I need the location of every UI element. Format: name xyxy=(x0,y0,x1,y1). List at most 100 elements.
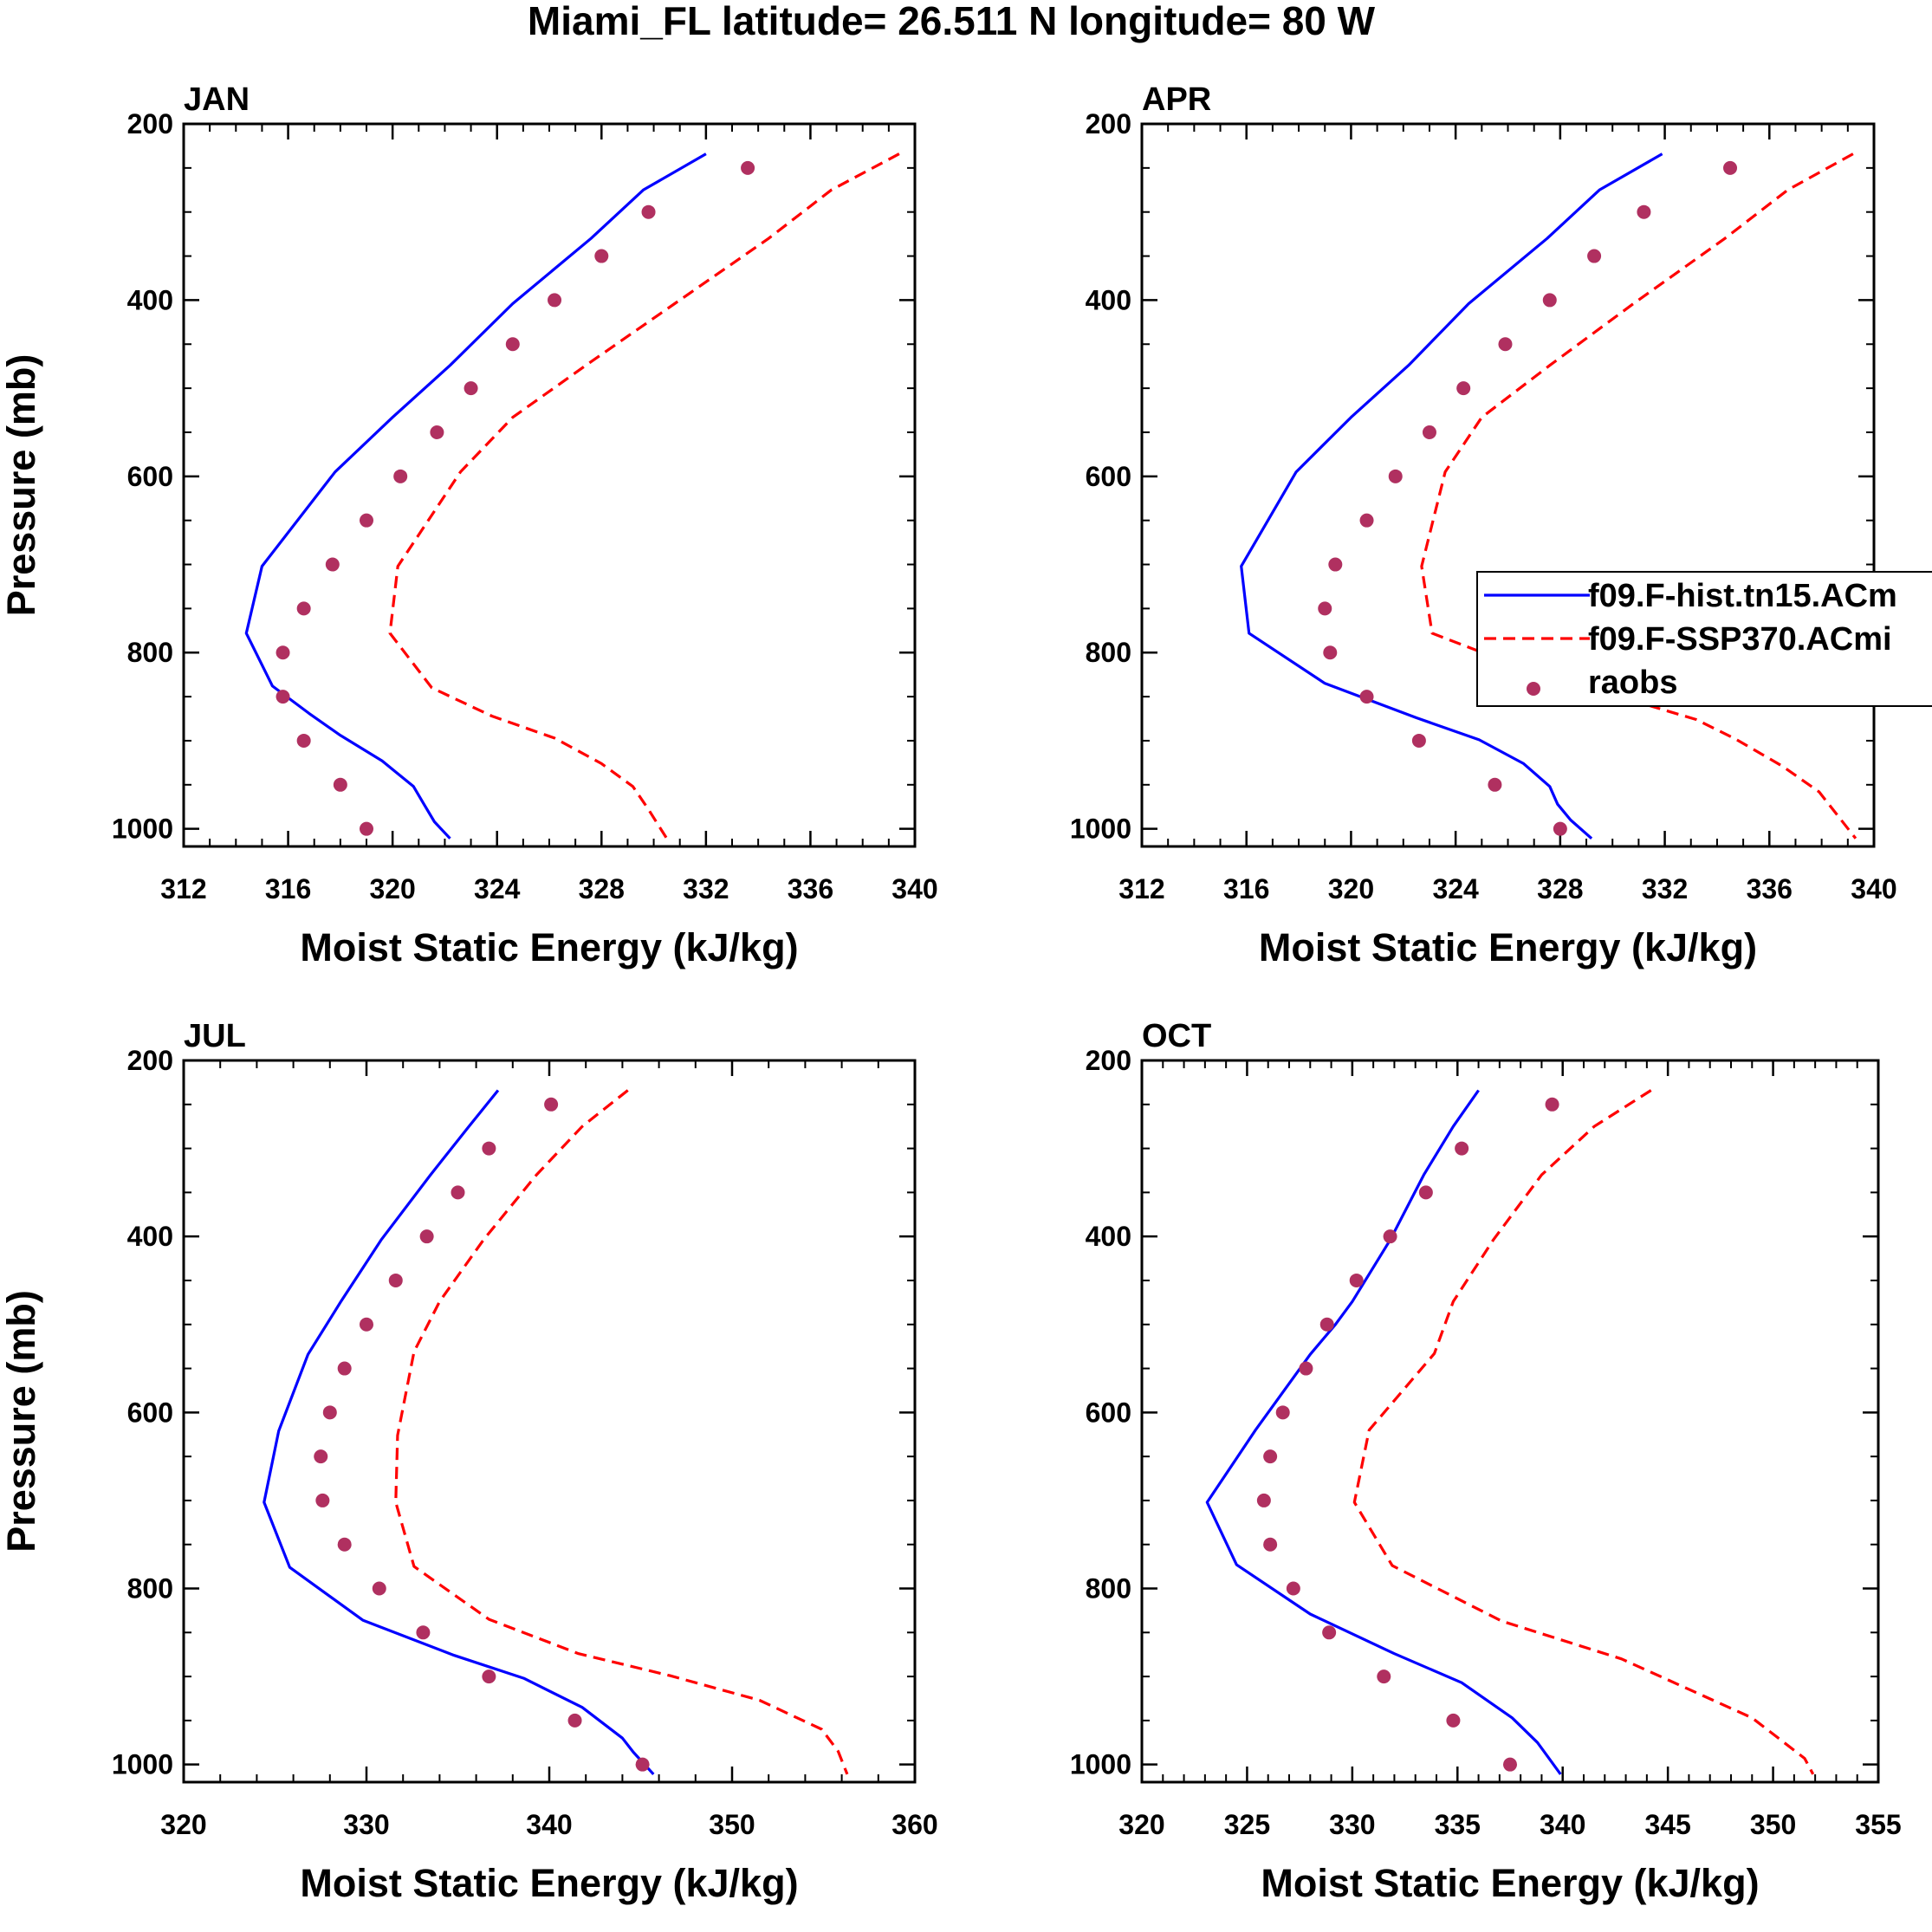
raobs-point xyxy=(416,1625,431,1640)
panel-jan: JAN 312 316 320 324 328 332 336 340 200 400 600 800 1… xyxy=(0,81,938,969)
x-tick-label: 320 xyxy=(1328,873,1374,904)
raobs-point xyxy=(1446,1713,1461,1728)
raobs-point xyxy=(1318,601,1332,616)
x-tick-label: 332 xyxy=(683,873,729,904)
y-axis-label: Pressure (mb) xyxy=(0,1290,43,1553)
raobs-point xyxy=(505,337,520,352)
panel-jul: JUL 320 330 340 350 360 200 400 600 800 1000 Moist … xyxy=(0,1018,938,1905)
raobs-point xyxy=(1383,1229,1397,1244)
y-tick-label: 800 xyxy=(127,637,173,668)
x-tick-label: 360 xyxy=(891,1809,937,1840)
raobs-point xyxy=(388,1273,403,1287)
x-tick-label: 316 xyxy=(265,873,311,904)
y-tick-label: 800 xyxy=(127,1573,173,1605)
x-axis-label: Moist Static Energy (kJ/kg) xyxy=(1259,925,1757,969)
raobs-point xyxy=(1388,469,1403,483)
plot-frame xyxy=(182,1059,917,1784)
raobs-point xyxy=(360,1317,373,1332)
raobs-point xyxy=(1503,1757,1517,1772)
raobs-point xyxy=(1411,733,1426,748)
raobs-point xyxy=(1263,1537,1278,1552)
raobs-point xyxy=(1349,1273,1364,1287)
x-tick-label: 355 xyxy=(1855,1809,1901,1840)
raobs-point xyxy=(594,249,609,263)
raobs-point xyxy=(419,1229,434,1244)
x-tick-label: 328 xyxy=(1537,873,1583,904)
series-line-f09-f-ssp370-acmi xyxy=(1352,1089,1815,1775)
data-layer xyxy=(244,152,900,840)
raobs-point xyxy=(276,690,290,704)
raobs-point xyxy=(1263,1449,1278,1464)
panel-title: JUL xyxy=(184,1018,246,1054)
plot-frame xyxy=(1140,1059,1880,1784)
plot-frame xyxy=(182,122,917,848)
raobs-point xyxy=(482,1141,496,1156)
raobs-point xyxy=(1455,1141,1469,1156)
x-tick-label: 330 xyxy=(1329,1809,1375,1840)
raobs-point xyxy=(1422,425,1436,439)
raobs-point xyxy=(451,1185,465,1200)
raobs-point xyxy=(1498,337,1513,352)
raobs-point xyxy=(296,733,311,748)
x-tick-label: 332 xyxy=(1642,873,1688,904)
raobs-point xyxy=(314,1449,328,1464)
raobs-point xyxy=(464,381,478,396)
y-tick-label: 800 xyxy=(1086,637,1131,668)
panel-title: JAN xyxy=(184,81,250,118)
raobs-point xyxy=(372,1581,386,1596)
y-tick-label: 400 xyxy=(1086,284,1131,315)
raobs-point xyxy=(393,469,408,483)
panel-oct: OCT 320 325 330 335 340 345 350 355 200 400 600 800 1… xyxy=(1070,1018,1902,1905)
legend-label: f09.F-SSP370.ACmi xyxy=(1588,621,1892,658)
y-axis-label: Pressure (mb) xyxy=(0,354,43,617)
raobs-point xyxy=(1456,381,1471,396)
panel-title: APR xyxy=(1142,81,1211,118)
y-tick-label: 400 xyxy=(127,284,173,315)
series-line-f09-f-ssp370-acmi xyxy=(388,152,900,840)
y-tick-label: 200 xyxy=(127,108,173,139)
raobs-point xyxy=(430,425,444,439)
raobs-point xyxy=(1545,1097,1559,1112)
x-tick-label: 330 xyxy=(343,1809,389,1840)
x-tick-label: 312 xyxy=(1118,873,1164,904)
series-line-f09-f-hist-tn15-acm xyxy=(1205,1089,1562,1775)
x-tick-label: 340 xyxy=(1540,1809,1585,1840)
data-layer xyxy=(1240,152,1857,840)
data-layer xyxy=(1205,1089,1815,1775)
y-tick-label: 600 xyxy=(1086,461,1131,492)
raobs-point xyxy=(360,821,373,836)
x-tick-label: 328 xyxy=(579,873,625,904)
x-tick-label: 340 xyxy=(1851,873,1896,904)
series-line-f09-f-hist-tn15-acm xyxy=(1240,152,1663,840)
raobs-point xyxy=(548,293,562,308)
raobs-point xyxy=(337,1537,352,1552)
x-axis-label: Moist Static Energy (kJ/kg) xyxy=(300,925,798,969)
raobs-point xyxy=(482,1669,496,1684)
figure-title: Miami_FL latitude= 26.511 N longitude= 8… xyxy=(528,0,1376,43)
raobs-point xyxy=(1359,513,1374,528)
raobs-point xyxy=(1323,645,1338,660)
raobs-point xyxy=(1488,777,1502,792)
y-tick-label: 600 xyxy=(127,461,173,492)
x-tick-label: 336 xyxy=(788,873,833,904)
raobs-point xyxy=(1587,249,1602,263)
series-line-f09-f-hist-tn15-acm xyxy=(244,152,707,840)
raobs-point xyxy=(276,645,290,660)
y-tick-label: 200 xyxy=(1086,108,1131,139)
series-line-f09-f-ssp370-acmi xyxy=(394,1089,849,1775)
panels: JAN 312 316 320 324 328 332 336 340 200 400 600 800 1… xyxy=(0,81,1932,1905)
x-tick-label: 340 xyxy=(526,1809,572,1840)
raobs-point xyxy=(1322,1625,1337,1640)
raobs-point xyxy=(1418,1185,1433,1200)
panel-title: OCT xyxy=(1142,1018,1211,1054)
raobs-point xyxy=(544,1097,559,1112)
y-tick-label: 1000 xyxy=(112,814,173,845)
series-line-f09-f-ssp370-acmi xyxy=(1420,152,1857,840)
raobs-point xyxy=(1553,821,1567,836)
x-tick-label: 345 xyxy=(1644,1809,1690,1840)
raobs-point xyxy=(1299,1361,1313,1376)
y-tick-label: 600 xyxy=(1086,1397,1131,1428)
legend-label: raobs xyxy=(1588,665,1677,701)
x-axis-label: Moist Static Energy (kJ/kg) xyxy=(300,1861,798,1905)
